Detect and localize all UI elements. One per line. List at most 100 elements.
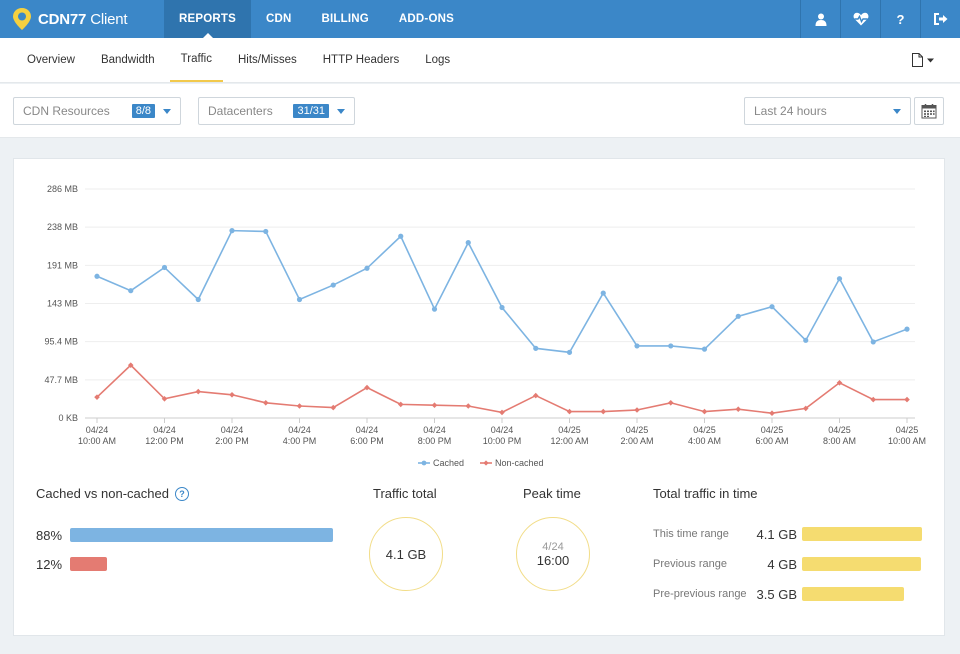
tab-hits-misses[interactable]: Hits/Misses (237, 54, 297, 66)
noncached-data-point (296, 403, 303, 409)
x-tick-time: 10:00 AM (78, 436, 116, 446)
cached-data-point (330, 282, 336, 288)
cdn-resources-label: CDN Resources (23, 104, 110, 118)
x-tick-time: 8:00 PM (418, 436, 452, 446)
help-icon[interactable]: ? (174, 487, 189, 501)
legend-marker-noncached (483, 460, 489, 466)
cdn-resources-select[interactable]: CDN Resources 8/8 (13, 97, 181, 125)
cached-data-point (769, 304, 775, 310)
help-icon[interactable]: ? (880, 0, 920, 38)
x-tick-time: 4:00 AM (688, 436, 721, 446)
cached-data-point (229, 228, 235, 234)
peak-time-date: 4/24 (542, 540, 564, 553)
x-tick-time: 12:00 PM (145, 436, 184, 446)
previous-range-bar (802, 557, 921, 571)
this-range-bar (802, 527, 922, 541)
legend-label-cached: Cached (433, 458, 464, 468)
y-tick-label: 238 MB (47, 222, 78, 232)
cached-data-point (465, 240, 471, 246)
noncached-data-point (229, 391, 235, 398)
traffic-report-card: 0 KB 47.7 MB 95.4 MB 143 MB 191 MB 238 MB 286 … (13, 158, 945, 636)
tab-http-headers[interactable]: HTTP Headers (322, 54, 400, 66)
this-range-value: 4.1 GB (756, 527, 797, 542)
tab-traffic[interactable]: Traffic (169, 38, 223, 82)
logout-icon[interactable] (920, 0, 960, 38)
y-tick-label: 95.4 MB (44, 337, 78, 347)
x-tick-time: 12:00 AM (550, 436, 588, 446)
calendar-button[interactable] (914, 97, 944, 125)
cached-data-point (499, 304, 505, 311)
x-tick-time: 2:00 PM (215, 436, 249, 446)
datacenters-select[interactable]: Datacenters 31/31 (198, 97, 355, 125)
export-dropdown[interactable] (910, 38, 936, 82)
x-tick-time: 10:00 AM (888, 436, 926, 446)
brand-name: CDN77 (38, 10, 87, 28)
cdn-resources-count-badge: 8/8 (131, 104, 155, 118)
noncached-data-point (364, 384, 370, 391)
cached-percent-bar (70, 528, 333, 542)
previous-range-label: Previous range (653, 558, 727, 570)
pre-previous-range-bar (802, 587, 904, 601)
x-tick-date: 04/25 (761, 425, 784, 435)
noncached-data-point (262, 399, 269, 406)
peak-time-hour: 16:00 (536, 552, 570, 568)
noncached-data-point (769, 410, 775, 416)
heartbeat-icon[interactable] (840, 0, 880, 38)
time-range-select[interactable]: Last 24 hours (744, 97, 911, 125)
tab-bandwidth[interactable]: Bandwidth (100, 54, 155, 66)
nav-cdn[interactable]: CDN (266, 13, 292, 25)
top-navigation-bar: CDN77 Client REPORTS CDN BILLING ADD-ONS … (0, 0, 960, 38)
nav-reports[interactable]: REPORTS (164, 0, 251, 38)
this-range-label: This time range (653, 528, 729, 540)
cached-percent: 88% (36, 528, 63, 543)
cached-vs-noncached-section: Cached vs non-cached? (36, 486, 189, 501)
tab-overview[interactable]: Overview (27, 54, 75, 66)
chevron-down-icon (163, 108, 171, 114)
noncached-data-point (431, 402, 438, 408)
cached-data-point (364, 265, 370, 271)
cached-data-point (803, 337, 809, 343)
x-tick-time: 4:00 PM (283, 436, 317, 446)
nav-billing[interactable]: BILLING (321, 13, 369, 25)
user-icon[interactable] (800, 0, 840, 38)
brand-suffix: Client (90, 10, 128, 28)
traffic-total-value: 4.1 GB (385, 546, 427, 562)
noncached-data-point (836, 379, 843, 386)
calendar-icon (921, 104, 937, 119)
traffic-total-title: Traffic total (373, 486, 437, 501)
cached-data-point (161, 264, 168, 271)
noncached-data-point (802, 405, 809, 412)
cached-data-point (701, 346, 708, 352)
noncached-data-point (870, 396, 877, 403)
noncached-data-point (735, 406, 742, 412)
noncached-data-point (397, 401, 404, 408)
x-tick-date: 04/25 (626, 425, 649, 435)
top-icon-group: ? (800, 0, 960, 38)
tab-logs[interactable]: Logs (425, 54, 451, 66)
cached-data-point (296, 296, 303, 303)
x-tick-date: 04/25 (896, 425, 919, 435)
noncached-data-point (161, 395, 168, 402)
x-tick-time: 8:00 AM (823, 436, 856, 446)
cached-data-point (870, 339, 876, 345)
noncached-data-point (634, 407, 640, 413)
x-tick-time: 6:00 AM (755, 436, 788, 446)
x-tick-date: 04/24 (153, 425, 176, 435)
file-export-icon (912, 53, 934, 67)
traffic-total-circle: 4.1 GB (369, 517, 443, 591)
x-tick-time: 2:00 AM (620, 436, 653, 446)
cached-data-point (904, 326, 910, 332)
nav-add-ons[interactable]: ADD-ONS (398, 13, 454, 25)
logo[interactable]: CDN77 Client (0, 0, 164, 38)
cached-data-point (533, 345, 539, 351)
logo-pin-icon (12, 7, 32, 31)
main-nav: REPORTS CDN BILLING ADD-ONS (164, 0, 469, 38)
cached-data-point (634, 343, 640, 349)
cached-data-point (431, 306, 438, 312)
x-tick-date: 04/25 (828, 425, 851, 435)
total-in-time-title: Total traffic in time (653, 486, 758, 501)
pre-previous-range-label: Pre-previous range (653, 588, 747, 600)
cached-data-point (600, 290, 606, 296)
cached-data-point (836, 276, 843, 282)
x-tick-date: 04/24 (288, 425, 311, 435)
